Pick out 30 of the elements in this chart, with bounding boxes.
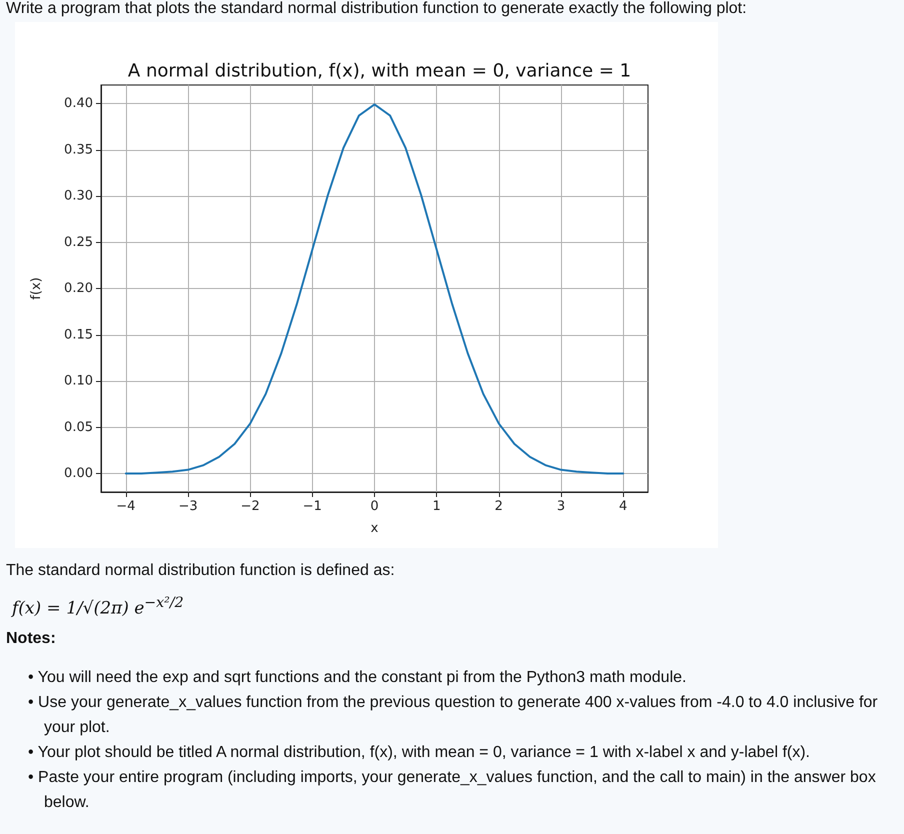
x-tick-label: 1 [432, 499, 441, 514]
y-tick-label: 0.05 [64, 420, 93, 435]
x-tick-label: 3 [556, 499, 566, 514]
x-axis-title: x [370, 521, 379, 536]
x-tick-label: −2 [240, 499, 260, 514]
x-tick-label: 4 [618, 499, 628, 514]
y-tick-label: 0.35 [64, 142, 93, 158]
line-series [124, 103, 624, 474]
chart-title: A normal distribution, f(x), with mean = 0, variance = 1 [128, 60, 632, 82]
y-tick-label: 0.00 [64, 466, 93, 481]
x-tick-label: −4 [116, 499, 136, 514]
x-tick-label: −1 [302, 499, 322, 514]
text: • Your plot should be titled A normal distribution, f(x), with mean = 0, variance = 1 with x-label x and y-label f(x). [28, 742, 811, 763]
y-tick-label: 0.30 [64, 188, 93, 204]
text: The standard normal distribution function is defined as: [6, 561, 396, 581]
text: • Use your generate_x_values function from the previous question to generate 400 x-values from -4.0 to 4.0 inclusive for your plot. [28, 692, 879, 738]
text: • You will need the exp and sqrt functions and the constant pi from the Python3 math module. [28, 668, 688, 688]
x-tick-label: −3 [178, 499, 198, 514]
text: • Paste your entire program (including imports, your generate_x_values function, and the call to main) in the answer box below. [28, 768, 877, 813]
text: f(x) = 1/√(2π) e$^{−x²/2}$ [12, 594, 185, 621]
x-tick-label: 0 [370, 499, 379, 514]
y-tick-label: 0.10 [64, 374, 93, 388]
y-axis-title: f(x) [29, 277, 44, 300]
y-tick-label: 0.20 [64, 281, 93, 296]
y-tick-label: 0.25 [64, 234, 93, 250]
y-tick-label: 0.40 [64, 96, 93, 111]
text: Write a program that plots the standard normal distribution function to generate exactly the following plot: [6, 0, 747, 17]
text: Notes: [6, 628, 57, 649]
x-tick-label: 2 [494, 499, 503, 514]
y-tick-label: 0.15 [64, 327, 93, 342]
